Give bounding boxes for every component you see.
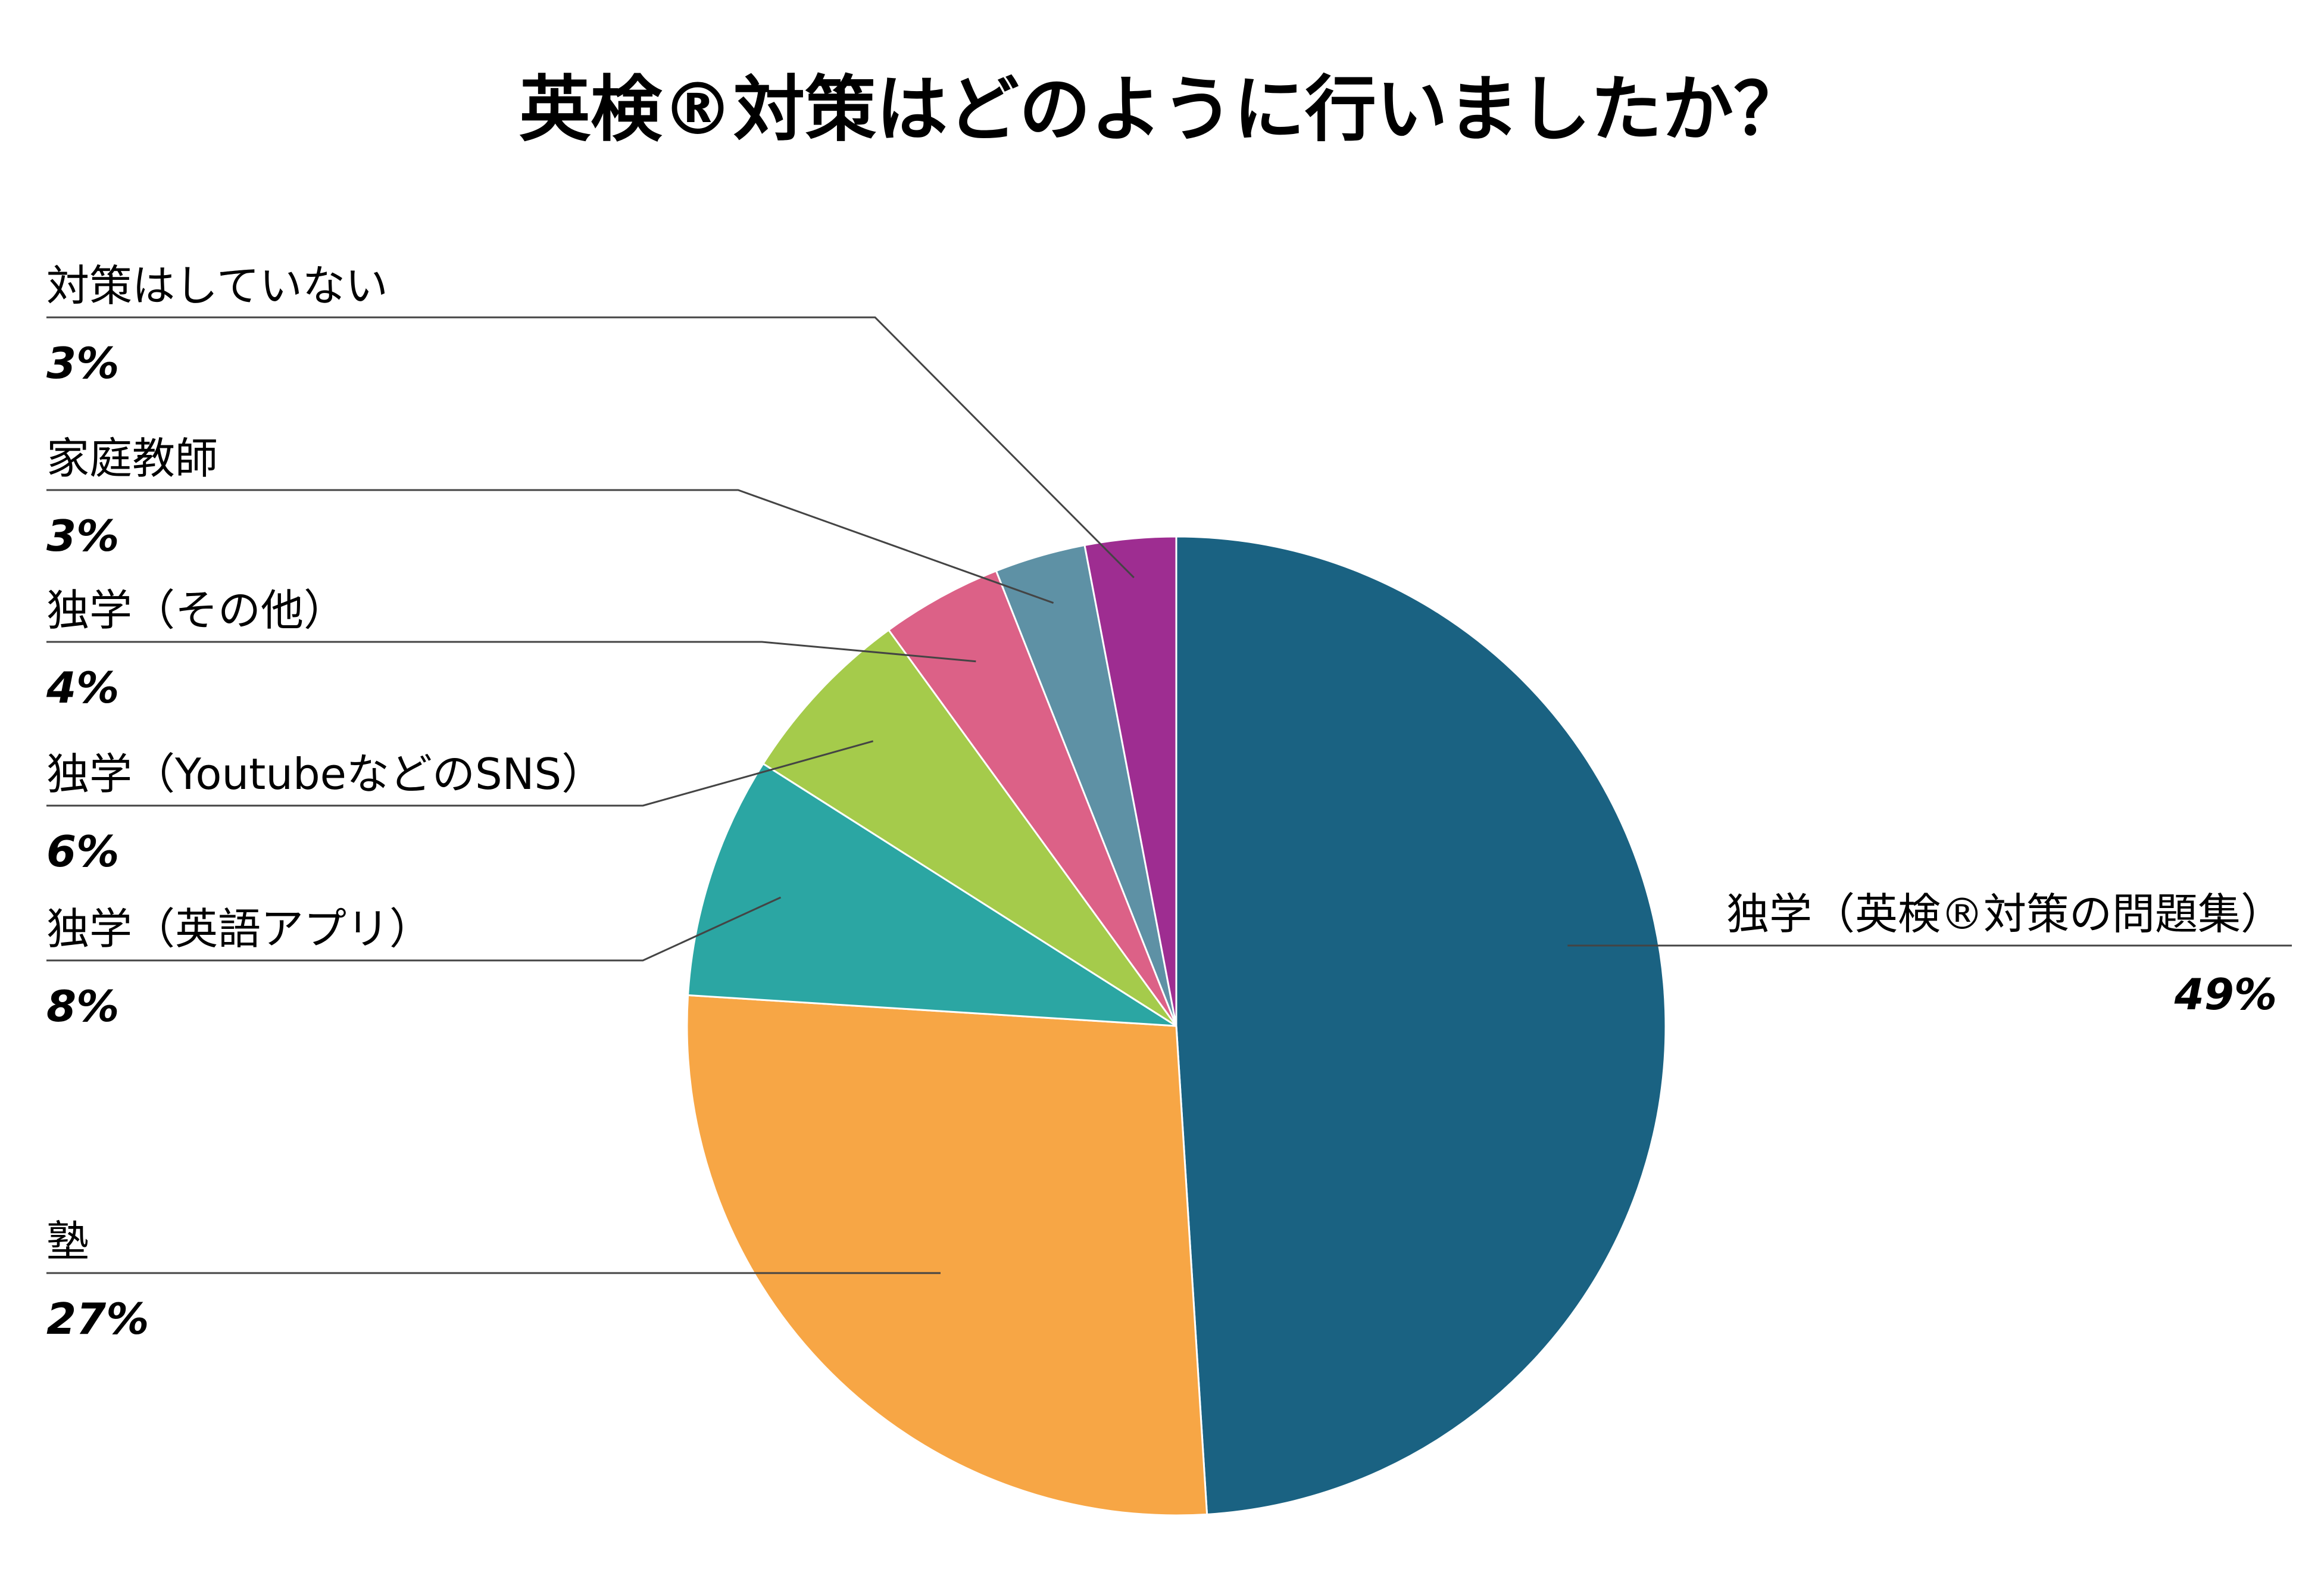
pie-slice bbox=[1083, 535, 1177, 1027]
leader-line bbox=[46, 489, 1054, 604]
leader-line bbox=[46, 740, 874, 807]
slice-category-label: 独学（英語アプリ） bbox=[46, 904, 432, 954]
pie-labels: 独学（英検®対策の問題集） 49% 塾 27% 独学（英語アプリ） 8% 独学（Youtub… bbox=[46, 261, 2292, 1344]
slice-value-label: 8% bbox=[46, 981, 119, 1031]
pie-slice bbox=[687, 762, 1177, 1027]
pie-slice bbox=[887, 569, 1177, 1027]
pie-slice bbox=[1175, 535, 1667, 1515]
slice-category-label: 対策はしていない bbox=[46, 261, 388, 311]
leader-line bbox=[46, 896, 782, 962]
slice-value-label: 4% bbox=[46, 663, 119, 713]
slice-value-label: 49% bbox=[2174, 969, 2277, 1019]
slice-category-label: 独学（英検®対策の問題集） bbox=[1726, 889, 2284, 939]
slice-category-label: 塾 bbox=[46, 1216, 89, 1267]
slice-category-label: 独学（YoutubeなどのSNS） bbox=[46, 749, 604, 799]
pie-slices bbox=[686, 535, 1667, 1517]
slice-value-label: 3% bbox=[46, 338, 119, 388]
chart-title: 英検®対策はどのように行いましたか？ bbox=[519, 68, 1805, 151]
pie-slice bbox=[761, 628, 1177, 1027]
slice-value-label: 27% bbox=[46, 1294, 149, 1344]
leader-line bbox=[46, 641, 976, 663]
slice-value-label: 6% bbox=[46, 826, 119, 876]
slice-category-label: 独学（その他） bbox=[46, 585, 346, 635]
leader-line bbox=[46, 316, 1135, 579]
slice-category-label: 家庭教師 bbox=[46, 433, 218, 483]
slice-value-label: 3% bbox=[46, 511, 119, 561]
pie-slice bbox=[686, 994, 1208, 1517]
